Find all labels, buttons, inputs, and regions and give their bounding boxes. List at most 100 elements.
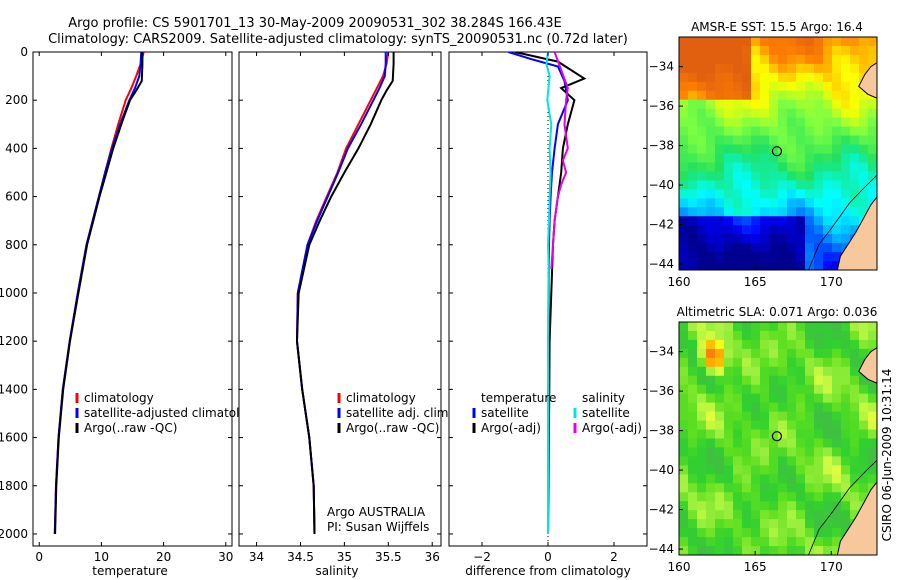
- map-cell: [769, 99, 779, 110]
- map-cell: [724, 144, 734, 155]
- map-cell: [706, 135, 716, 146]
- map-cell: [796, 546, 806, 555]
- map-cell: [760, 483, 770, 493]
- temperature-lines: [53, 52, 145, 535]
- map-cell: [688, 393, 698, 404]
- map-cell: [769, 546, 779, 555]
- map-cell: [697, 537, 707, 547]
- map-cell: [850, 474, 860, 484]
- map-cell: [850, 153, 860, 164]
- map-cell: [706, 189, 716, 199]
- map-cell: [715, 243, 725, 253]
- map-cell: [796, 393, 806, 404]
- sst-heatmap: [679, 37, 877, 270]
- x-tick-label-0: −2: [473, 550, 491, 564]
- series-line-0-2: [54, 52, 144, 535]
- map-cell: [778, 72, 788, 83]
- map-cell: [715, 180, 725, 190]
- map-cell: [679, 420, 689, 431]
- map-cell: [679, 162, 689, 173]
- map-cell: [805, 546, 815, 555]
- map-cell: [751, 198, 761, 208]
- map-cell: [778, 501, 788, 511]
- map-cell: [697, 348, 707, 359]
- map-cell: [742, 492, 752, 502]
- map-cell: [850, 108, 860, 119]
- map-cell: [805, 54, 815, 65]
- map-cell: [814, 366, 824, 377]
- map-cell: [787, 225, 797, 235]
- map-y-tick-label-4: −42: [649, 218, 674, 232]
- series-line-2-1: [514, 52, 587, 535]
- map-cell: [688, 72, 698, 83]
- map-cell: [769, 510, 779, 520]
- map-cell: [697, 456, 707, 466]
- map-cell: [679, 339, 689, 350]
- map-cell: [715, 234, 725, 244]
- sla-map-ticks: 160 165 170 −34 −36 −38 −40 −42 −44: [649, 345, 843, 574]
- map-cell: [715, 384, 725, 395]
- map-cell: [868, 126, 877, 137]
- map-cell: [724, 528, 734, 538]
- map-cell: [814, 322, 824, 332]
- map-cell: [850, 207, 860, 217]
- map-cell: [850, 37, 860, 47]
- map-cell: [859, 438, 869, 449]
- map-cell: [742, 456, 752, 466]
- map-cell: [823, 162, 833, 173]
- map-cell: [832, 81, 842, 92]
- map-cell: [751, 546, 761, 555]
- map-cell: [742, 322, 752, 332]
- map-cell: [724, 198, 734, 208]
- map-cell: [814, 474, 824, 484]
- map-cell: [832, 375, 842, 386]
- map-cell: [859, 45, 869, 56]
- map-cell: [868, 162, 877, 173]
- map-cell: [787, 438, 797, 449]
- map-cell: [805, 465, 815, 475]
- map-cell: [823, 375, 833, 386]
- map-cell: [724, 429, 734, 440]
- map-cell: [778, 339, 788, 350]
- map-cell: [715, 99, 725, 110]
- map-cell: [697, 171, 707, 181]
- map-cell: [778, 216, 788, 226]
- argo-position-marker: [771, 146, 783, 157]
- map-cell: [715, 54, 725, 65]
- map-cell: [742, 37, 752, 47]
- map-cell: [742, 366, 752, 377]
- map-cell: [769, 189, 779, 199]
- map-cell: [733, 90, 743, 101]
- map-cell: [679, 330, 689, 341]
- map-cell: [751, 393, 761, 404]
- map-cell: [823, 81, 833, 92]
- map-cell: [724, 330, 734, 341]
- map-cell: [832, 90, 842, 101]
- map-cell: [733, 348, 743, 359]
- map-cell: [760, 216, 770, 226]
- map-cell: [778, 447, 788, 458]
- map-cell: [733, 330, 743, 341]
- map-cell: [805, 474, 815, 484]
- map-cell: [733, 402, 743, 413]
- map-cell: [769, 81, 779, 92]
- map-cell: [724, 519, 734, 529]
- map-cell: [679, 384, 689, 395]
- map-cell: [733, 198, 743, 208]
- map-cell: [778, 528, 788, 538]
- map-cell: [733, 171, 743, 181]
- map-cell: [688, 322, 698, 332]
- map-cell: [787, 420, 797, 431]
- map-cell: [751, 252, 761, 262]
- map-cell: [778, 54, 788, 65]
- map-cell: [814, 438, 824, 449]
- map-cell: [832, 474, 842, 484]
- map-cell: [742, 447, 752, 458]
- map-cell: [715, 45, 725, 56]
- sla-map-panel: Altimetric SLA: 0.071 Argo: 0.036 160 165…: [649, 305, 878, 574]
- map-cell: [724, 81, 734, 92]
- map-cell: [850, 81, 860, 92]
- map-cell: [814, 90, 824, 101]
- map-cell: [742, 483, 752, 493]
- map-cell: [823, 117, 833, 128]
